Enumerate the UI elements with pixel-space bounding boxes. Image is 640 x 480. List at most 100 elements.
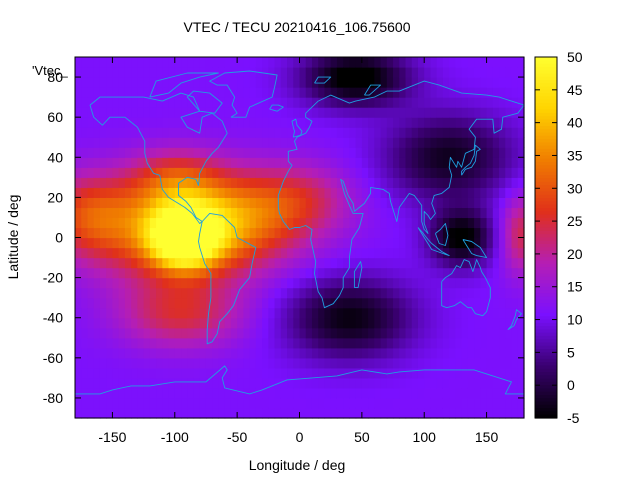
heatmap-cell: [237, 307, 244, 319]
heatmap-cell: [187, 347, 195, 359]
heatmap-cell: [75, 127, 82, 138]
heatmap-cell: [255, 337, 263, 349]
heatmap-cell: [305, 167, 313, 178]
heatmap-cell: [299, 147, 307, 158]
heatmap-cell: [224, 347, 232, 359]
heatmap-cell: [99, 287, 107, 299]
heatmap-cell: [324, 117, 332, 128]
heatmap-cell: [442, 177, 450, 188]
heatmap-cell: [393, 257, 400, 269]
heatmap-cell: [486, 217, 494, 229]
colorbar-strip: [535, 217, 557, 222]
heatmap-cell: [280, 107, 288, 118]
heatmap-cell: [405, 327, 413, 339]
heatmap-cell: [417, 167, 425, 178]
heatmap-cell: [168, 127, 176, 138]
heatmap-cell: [199, 117, 207, 128]
heatmap-cell: [436, 57, 444, 68]
colorbar-strip: [535, 86, 557, 91]
heatmap-cell: [118, 57, 126, 68]
heatmap-cell: [368, 317, 375, 329]
heatmap-cell: [368, 117, 375, 128]
heatmap-cell: [87, 167, 95, 178]
heatmap-cell: [349, 227, 357, 239]
heatmap-cell: [311, 307, 319, 319]
heatmap-cell: [243, 287, 251, 299]
heatmap-cell: [224, 337, 232, 349]
heatmap-cell: [99, 317, 107, 329]
heatmap-cell: [143, 137, 151, 148]
heatmap-cell: [368, 167, 375, 178]
heatmap-cell: [474, 287, 481, 299]
heatmap-cell: [162, 107, 170, 118]
heatmap-cell: [486, 67, 494, 78]
heatmap-cell: [230, 357, 238, 369]
heatmap-cell: [75, 367, 82, 379]
heatmap-cell: [162, 247, 170, 259]
heatmap-cell: [474, 177, 481, 188]
heatmap-cell: [280, 287, 288, 299]
heatmap-cell: [461, 337, 469, 349]
heatmap-cell: [467, 267, 475, 279]
heatmap-cell: [486, 137, 494, 148]
heatmap-cell: [436, 347, 444, 359]
heatmap-cell: [93, 87, 101, 98]
heatmap-cell: [181, 277, 188, 289]
heatmap-cell: [255, 297, 263, 309]
heatmap-cell: [249, 67, 257, 78]
heatmap-cell: [112, 297, 120, 309]
heatmap-cell: [137, 247, 145, 259]
heatmap-cell: [118, 377, 126, 389]
heatmap-cell: [99, 407, 107, 419]
heatmap-cell: [99, 347, 107, 359]
heatmap-cell: [361, 277, 369, 289]
heatmap-cell: [349, 407, 357, 419]
heatmap-cell: [199, 57, 207, 68]
heatmap-cell: [486, 177, 494, 188]
heatmap-cell: [399, 357, 407, 369]
heatmap-cell: [349, 397, 357, 409]
heatmap-cell: [162, 327, 170, 339]
heatmap-cell: [486, 117, 494, 128]
heatmap-cell: [293, 407, 301, 419]
heatmap-cell: [449, 57, 457, 68]
heatmap-cell: [131, 257, 138, 269]
heatmap-cell: [137, 177, 145, 188]
heatmap-cell: [87, 387, 95, 399]
heatmap-cell: [112, 187, 120, 198]
heatmap-cell: [511, 307, 519, 319]
heatmap-cell: [305, 337, 313, 349]
heatmap-cell: [467, 397, 475, 409]
heatmap-cell: [112, 117, 120, 128]
heatmap-cell: [293, 337, 301, 349]
heatmap-cell: [386, 257, 394, 269]
colorbar-strip: [535, 273, 557, 278]
heatmap-cell: [318, 77, 326, 88]
heatmap-cell: [87, 407, 95, 419]
heatmap-cell: [343, 237, 350, 249]
heatmap-cell: [336, 237, 344, 249]
heatmap-cell: [517, 397, 525, 409]
heatmap-cell: [255, 347, 263, 359]
heatmap-cell: [424, 147, 432, 158]
colorbar-strip: [535, 401, 557, 406]
heatmap-cell: [318, 137, 326, 148]
heatmap-cell: [156, 227, 163, 239]
heatmap-cell: [480, 277, 488, 289]
heatmap-cell: [224, 257, 232, 269]
heatmap-cell: [218, 317, 226, 329]
heatmap-cell: [168, 217, 176, 229]
heatmap-cell: [168, 277, 176, 289]
heatmap-cell: [499, 127, 506, 138]
heatmap-cell: [305, 57, 313, 68]
heatmap-cell: [287, 197, 294, 209]
heatmap-cell: [243, 167, 251, 178]
heatmap-cell: [505, 107, 513, 118]
heatmap-cell: [442, 167, 450, 178]
heatmap-cell: [449, 347, 457, 359]
heatmap-cell: [255, 247, 263, 259]
heatmap-cell: [486, 257, 494, 269]
heatmap-cell: [324, 367, 332, 379]
heatmap-cell: [93, 57, 101, 68]
heatmap-cell: [311, 287, 319, 299]
